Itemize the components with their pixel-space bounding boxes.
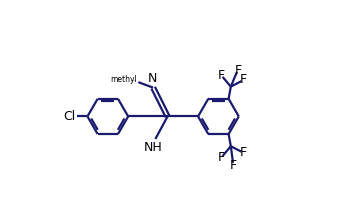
Text: methyl: methyl [132,80,137,81]
Text: F: F [217,151,224,164]
Text: F: F [217,69,224,82]
Text: F: F [235,64,242,77]
Text: F: F [229,159,236,172]
Text: F: F [240,146,247,159]
Text: NH: NH [144,141,163,154]
Text: F: F [240,73,247,86]
Text: methyl: methyl [110,75,137,84]
Text: N: N [148,72,157,85]
Text: Cl: Cl [63,110,75,123]
